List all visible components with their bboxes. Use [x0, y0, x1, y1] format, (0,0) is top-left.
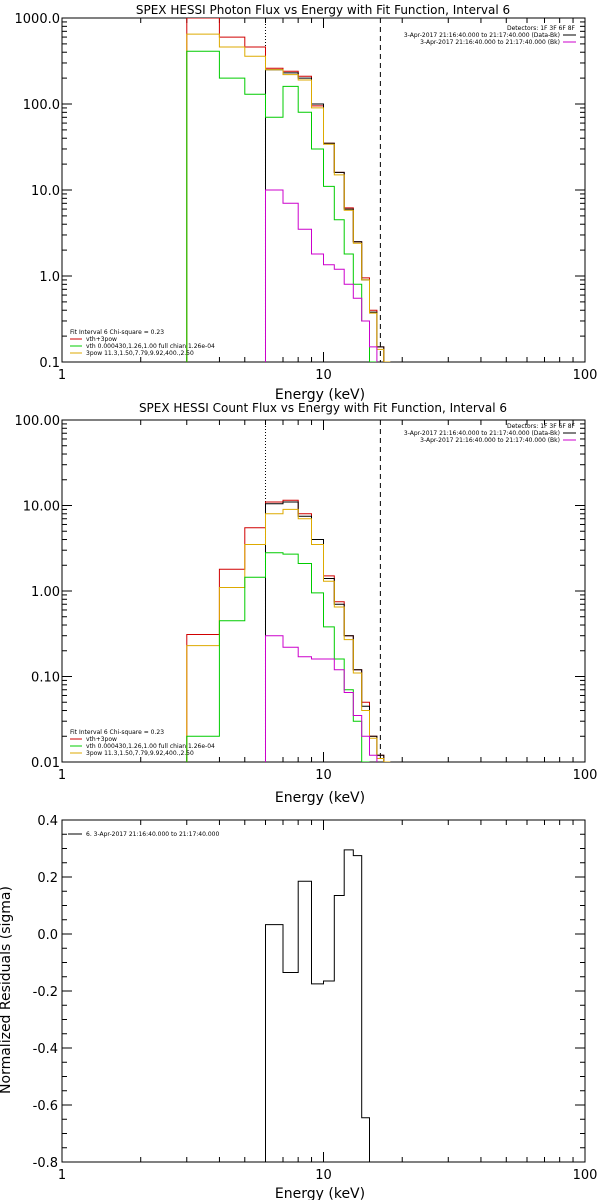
- panel-1-legend-fit-interval: Fit Interval 6 Chi-square = 0.23: [70, 329, 164, 336]
- panel-3-legend: 6. 3-Apr-2017 21:16:40.000 to 21:17:40.0…: [68, 831, 219, 838]
- y-tick-label: 1.00: [31, 585, 60, 600]
- x-tick-label: 100: [573, 768, 598, 783]
- y-tick-label: 0.10: [31, 671, 60, 686]
- x-tick-label: 100: [573, 368, 598, 383]
- photon-flux-panel: SPEX HESSI Photon Flux vs Energy with Fi…: [15, 3, 598, 403]
- y-tick-label: 0.2: [37, 871, 58, 886]
- panel-2-legend-fit-interval: Fit Interval 6 Chi-square = 0.23: [70, 729, 164, 736]
- panel-2-legend-vth: vth 0.000430,1.26,1.00 full chian 1.26e-…: [86, 743, 215, 750]
- series-green: [186, 50, 377, 362]
- x-tick-label: 1: [58, 768, 66, 783]
- x-tick-label: 1: [58, 1168, 66, 1183]
- y-tick-label: -0.4: [33, 1042, 58, 1057]
- y-tick-label: -0.8: [33, 1156, 58, 1171]
- y-tick-label: 1.0: [39, 270, 60, 285]
- series-black: [265, 849, 377, 1162]
- panel-1-legend-vth: vth 0.000430,1.26,1.00 full chian 1.26e-…: [86, 343, 215, 350]
- y-tick-label: 100.0: [23, 98, 60, 113]
- panel-3-ylabel: Normalized Residuals (sigma): [0, 886, 14, 1094]
- panel-2-legend-bk: 3-Apr-2017 21:16:40.000 to 21:17:40.000 …: [420, 437, 560, 444]
- y-tick-label: 10.00: [23, 500, 60, 515]
- y-tick-label: 0.0: [37, 928, 58, 943]
- panel-1-legend-vth-3pow: vth+3pow: [86, 336, 117, 343]
- panel-1-legend-data-bk: 3-Apr-2017 21:16:40.000 to 21:17:40.000 …: [404, 32, 560, 39]
- y-tick-label: 0.01: [31, 756, 60, 771]
- panel-1-xlabel: Energy (keV): [275, 387, 365, 403]
- panel-1-legend-detectors: Detectors: 1F 3F 6F 8F: [507, 25, 576, 32]
- series-black: [265, 501, 391, 762]
- panel-2-legend-detectors: Detectors: 1F 3F 6F 8F: [507, 423, 576, 430]
- axes-frame: [61, 17, 586, 363]
- panel-3-legend-label: 6. 3-Apr-2017 21:16:40.000 to 21:17:40.0…: [86, 831, 219, 838]
- residuals-panel: Energy (keV) Normalized Residuals (sigma…: [0, 814, 597, 1200]
- series-yellow: [186, 33, 391, 362]
- panel-1-legend-top-right: Detectors: 1F 3F 6F 8F 3-Apr-2017 21:16:…: [404, 25, 576, 46]
- series-red: [186, 18, 391, 362]
- panel-2-legend-bottom-left: Fit Interval 6 Chi-square = 0.23 vth+3po…: [70, 729, 215, 757]
- x-tick-label: 10: [315, 1168, 332, 1183]
- panel-2-title: SPEX HESSI Count Flux vs Energy with Fit…: [139, 401, 507, 415]
- y-tick-label: 0.1: [39, 356, 60, 371]
- series-green: [186, 552, 370, 762]
- y-tick-label: 1000.0: [15, 12, 61, 27]
- panel-2-legend-3pow: 3pow 11.3,1.50,7.79,9.92,400.,2.50: [86, 750, 194, 757]
- axes-frame: [61, 419, 586, 763]
- panel-2-legend-top-right: Detectors: 1F 3F 6F 8F 3-Apr-2017 21:16:…: [404, 423, 576, 444]
- x-tick-label: 1: [58, 368, 66, 383]
- panel-1-plot-area: 1 10 100 0.1 1.0 10.0 100.0 1000.0: [15, 12, 598, 383]
- series-yellow: [186, 508, 391, 762]
- panel-2-legend-data-bk: 3-Apr-2017 21:16:40.000 to 21:17:40.000 …: [404, 430, 560, 437]
- panel-3-xlabel: Energy (keV): [275, 1186, 365, 1200]
- x-tick-label: 10: [315, 368, 332, 383]
- series-magenta: [265, 635, 378, 762]
- y-tick-label: -0.6: [33, 1099, 58, 1114]
- panel-2-plot-area: 1 10 100 0.01 0.10 1.00 10.00 100.00: [15, 414, 598, 783]
- panel-2-legend-vth-3pow: vth+3pow: [86, 736, 117, 743]
- panel-1-legend-3pow: 3pow 11.3,1.50,7.79,9.92,400.,2.50: [86, 350, 194, 357]
- panel-1-legend-bk: 3-Apr-2017 21:16:40.000 to 21:17:40.000 …: [420, 39, 560, 46]
- panel-1-title: SPEX HESSI Photon Flux vs Energy with Fi…: [136, 3, 510, 17]
- y-tick-label: 100.00: [15, 414, 61, 429]
- count-flux-panel: SPEX HESSI Count Flux vs Energy with Fit…: [15, 401, 598, 806]
- x-tick-label: 100: [573, 1168, 598, 1183]
- y-tick-label: -0.2: [33, 985, 58, 1000]
- panel-2-xlabel: Energy (keV): [275, 790, 365, 806]
- panel-1-legend-bottom-left: Fit Interval 6 Chi-square = 0.23 vth+3po…: [70, 329, 215, 357]
- y-tick-label: 10.0: [31, 184, 60, 199]
- axes-frame: [61, 819, 586, 1163]
- x-tick-label: 10: [315, 768, 332, 783]
- y-tick-label: 0.4: [37, 814, 58, 829]
- series-red: [186, 499, 391, 762]
- series-black: [265, 69, 391, 362]
- panel-3-plot-area: 1 10 100 -0.8 -0.6 -0.4 -0.2 0.0 0.2 0.4: [33, 814, 598, 1183]
- series-magenta: [265, 189, 378, 362]
